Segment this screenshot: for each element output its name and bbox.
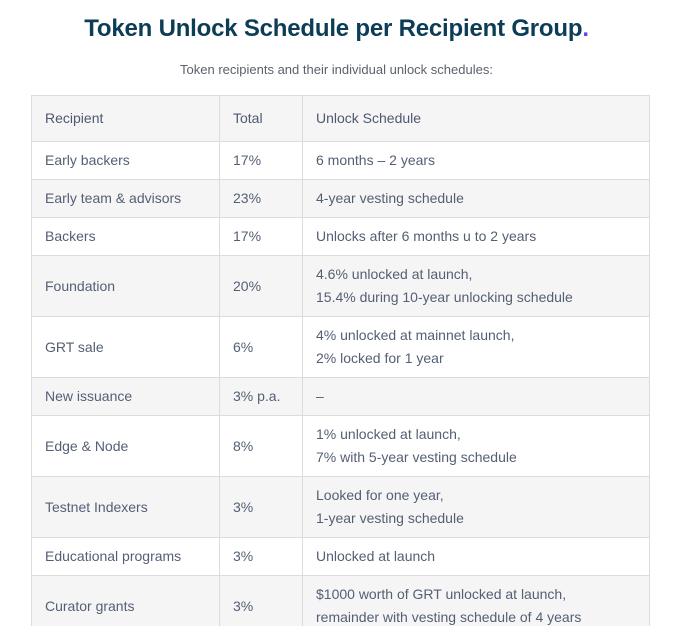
total-cell: 3% <box>219 476 303 538</box>
unlock-schedule-cell: Unlocks after 6 months u to 2 years <box>302 217 650 256</box>
unlock-schedule-cell: 4-year vesting schedule <box>302 179 650 218</box>
unlock-schedule-cell: 6 months – 2 years <box>302 141 650 180</box>
table-row: Edge & Node 8% 1% unlocked at launch, 7% wi… <box>31 415 650 477</box>
unlock-schedule-cell: 1% unlocked at launch, 7% with 5-year ves… <box>302 415 650 477</box>
page-subtitle: Token recipients and their individual un… <box>180 62 493 77</box>
header-total: Total <box>219 95 303 142</box>
recipient-cell: Edge & Node <box>31 415 220 477</box>
recipient-cell: Early team & advisors <box>31 179 220 218</box>
schedule-line: Looked for one year, <box>316 487 444 503</box>
unlock-schedule-cell: 4.6% unlocked at launch, 15.4% during 10-… <box>302 255 650 317</box>
schedule-line: 2% locked for 1 year <box>316 350 444 366</box>
unlock-schedule-cell: $1000 worth of GRT unlocked at launch, re… <box>302 575 650 626</box>
unlock-schedule-table: Recipient Total Unlock Schedule Early ba… <box>31 95 650 626</box>
table-row: Backers 17% Unlocks after 6 months u to 2 … <box>31 217 650 256</box>
table-row: New issuance 3% p.a. – <box>31 377 650 416</box>
recipient-cell: Foundation <box>31 255 220 317</box>
recipient-cell: Curator grants <box>31 575 220 626</box>
schedule-line: 1-year vesting schedule <box>316 510 464 526</box>
table-row: Curator grants 3% $1000 worth of GRT unloc… <box>31 575 650 626</box>
table-row: Early team & advisors 23% 4-year vesting s… <box>31 179 650 218</box>
total-cell: 23% <box>219 179 303 218</box>
table-body: Early backers 17% 6 months – 2 years Early … <box>31 141 650 626</box>
total-cell: 17% <box>219 141 303 180</box>
table-row: Educational programs 3% Unlocked at launch <box>31 537 650 576</box>
header-recipient: Recipient <box>31 95 220 142</box>
schedule-line: Unlocked at launch <box>316 548 436 564</box>
schedule-line: remainder with vesting schedule of 4 yea… <box>316 609 582 625</box>
schedule-line: 1% unlocked at launch, <box>316 426 461 442</box>
header-unlock-schedule: Unlock Schedule <box>302 95 650 142</box>
unlock-schedule-cell: – <box>302 377 650 416</box>
schedule-line: 4% unlocked at mainnet launch, <box>316 327 515 343</box>
table-row: Early backers 17% 6 months – 2 years <box>31 141 650 180</box>
table-header-row: Recipient Total Unlock Schedule <box>31 95 650 142</box>
schedule-line: 7% with 5-year vesting schedule <box>316 449 517 465</box>
table-row: Foundation 20% 4.6% unlocked at launch, 15.… <box>31 255 650 317</box>
schedule-line: Unlocks after 6 months u to 2 years <box>316 228 537 244</box>
unlock-schedule-cell: Unlocked at launch <box>302 537 650 576</box>
recipient-cell: GRT sale <box>31 316 220 378</box>
total-cell: 20% <box>219 255 303 317</box>
schedule-line: 4.6% unlocked at launch, <box>316 266 473 282</box>
table-row: Testnet Indexers 3% Looked for one year, 1-… <box>31 476 650 538</box>
page-title-text: Token Unlock Schedule per Recipient Grou… <box>84 15 583 42</box>
total-cell: 6% <box>219 316 303 378</box>
total-cell: 8% <box>219 415 303 477</box>
total-cell: 17% <box>219 217 303 256</box>
recipient-cell: Testnet Indexers <box>31 476 220 538</box>
table-row: GRT sale 6% 4% unlocked at mainnet launch,… <box>31 316 650 378</box>
page-title-accent-period: . <box>582 15 589 42</box>
schedule-line: – <box>316 388 324 404</box>
recipient-cell: Early backers <box>31 141 220 180</box>
total-cell: 3% p.a. <box>219 377 303 416</box>
total-cell: 3% <box>219 575 303 626</box>
schedule-line: 15.4% during 10-year unlocking schedule <box>316 289 573 305</box>
schedule-line: $1000 worth of GRT unlocked at launch, <box>316 586 567 602</box>
recipient-cell: Backers <box>31 217 220 256</box>
page-title: Token Unlock Schedule per Recipient Grou… <box>0 14 673 43</box>
unlock-schedule-cell: Looked for one year, 1-year vesting sched… <box>302 476 650 538</box>
unlock-schedule-cell: 4% unlocked at mainnet launch, 2% locked … <box>302 316 650 378</box>
recipient-cell: Educational programs <box>31 537 220 576</box>
schedule-line: 6 months – 2 years <box>316 152 436 168</box>
total-cell: 3% <box>219 537 303 576</box>
recipient-cell: New issuance <box>31 377 220 416</box>
schedule-line: 4-year vesting schedule <box>316 190 464 206</box>
